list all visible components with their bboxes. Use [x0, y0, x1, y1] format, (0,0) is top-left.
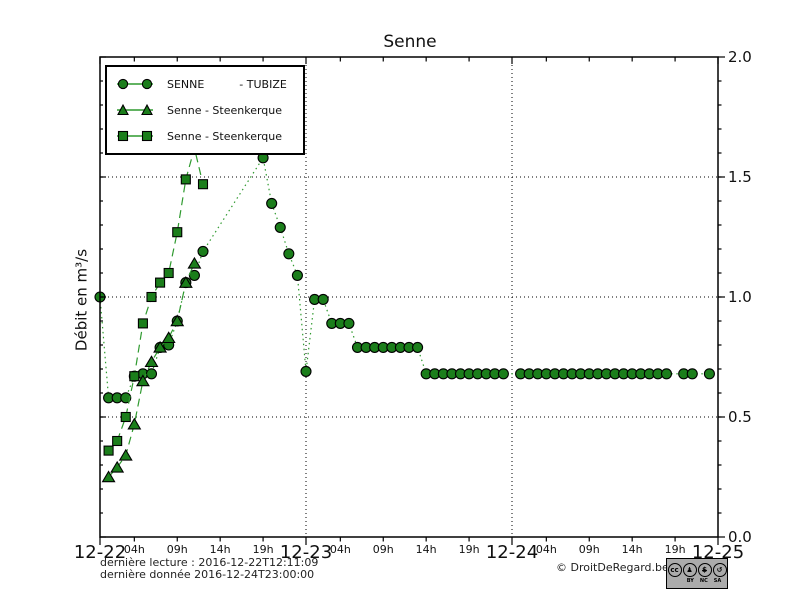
- series-steenkerque-squares: [103, 143, 209, 456]
- svg-text:0.0: 0.0: [728, 528, 752, 546]
- svg-text:09h: 09h: [373, 543, 394, 556]
- legend-entry-tubize: SENNE - TUBIZE: [113, 72, 297, 96]
- gridlines: [100, 57, 718, 537]
- legend-entry-steenkerque-1: Senne - Steenkerque: [113, 98, 297, 122]
- cc-label-nc: NC: [699, 578, 708, 584]
- series-steenkerque-triangles: [101, 256, 202, 483]
- legend-marker-circle-icon: [117, 78, 153, 90]
- svg-text:12-25: 12-25: [692, 542, 744, 563]
- svg-text:1.0: 1.0: [728, 288, 752, 306]
- legend-entry-steenkerque-2: Senne - Steenkerque: [113, 124, 297, 148]
- cc-sa-icon: ↺: [712, 563, 727, 577]
- svg-text:04h: 04h: [536, 543, 557, 556]
- y-tick-labels: 0.0 0.5 1.0 1.5 2.0: [728, 48, 752, 546]
- cc-by-icon: ♟: [682, 563, 697, 577]
- legend-label: SENNE - TUBIZE: [167, 77, 287, 91]
- x-tick-labels: 12-22 12-23 12-24 12-25 04h 09h 14h 19h 04h 09h 14…: [74, 542, 744, 563]
- footnote-last-reading: dernière lecture : 2016-12-22T12:11:09: [100, 556, 319, 569]
- axis-ticks: [99, 56, 725, 545]
- svg-text:14h: 14h: [622, 543, 643, 556]
- legend-marker-square-icon: [117, 130, 153, 142]
- cc-license-badge: cc ♟ $ ↺ BY NC SA: [666, 558, 728, 589]
- copyright-text: © DroitDeRegard.be: [556, 561, 669, 574]
- legend-marker-triangle-icon: [117, 103, 153, 116]
- svg-text:04h: 04h: [124, 543, 145, 556]
- svg-text:1.5: 1.5: [728, 168, 752, 186]
- cc-label-by: BY: [686, 578, 694, 584]
- footnotes: dernière lecture : 2016-12-22T12:11:09 d…: [100, 557, 318, 581]
- legend-label: Senne - Steenkerque: [167, 129, 283, 143]
- svg-text:12-24: 12-24: [486, 542, 538, 563]
- footnote-last-data: dernière donnée 2016-12-24T23:00:00: [100, 568, 315, 581]
- cc-nc-icon: $: [697, 563, 712, 577]
- svg-text:12-23: 12-23: [280, 542, 332, 563]
- chart-title: Senne: [383, 32, 437, 52]
- legend-box: SENNE - TUBIZE Senne - Steenkerque Senne…: [105, 65, 305, 155]
- svg-text:19h: 19h: [253, 543, 274, 556]
- svg-text:0.5: 0.5: [728, 408, 752, 426]
- y-axis-label: Débit en m³/s: [72, 248, 91, 352]
- svg-text:19h: 19h: [665, 543, 686, 556]
- svg-text:09h: 09h: [167, 543, 188, 556]
- svg-text:04h: 04h: [330, 543, 351, 556]
- svg-text:19h: 19h: [459, 543, 480, 556]
- svg-text:2.0: 2.0: [728, 48, 752, 66]
- svg-text:09h: 09h: [579, 543, 600, 556]
- svg-text:14h: 14h: [416, 543, 437, 556]
- cc-labels: BY NC SA: [673, 578, 722, 584]
- svg-text:12-22: 12-22: [74, 542, 126, 563]
- cc-icon: cc: [667, 563, 682, 577]
- legend-label: Senne - Steenkerque: [167, 103, 283, 117]
- cc-icons: cc ♟ $ ↺: [667, 563, 727, 577]
- svg-text:14h: 14h: [210, 543, 231, 556]
- series-tubize-circles: [94, 152, 715, 404]
- cc-label-sa: SA: [713, 578, 722, 584]
